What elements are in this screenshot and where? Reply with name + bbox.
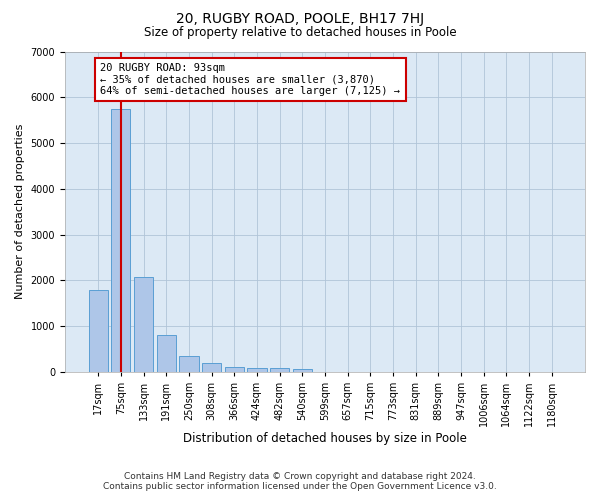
- X-axis label: Distribution of detached houses by size in Poole: Distribution of detached houses by size …: [183, 432, 467, 445]
- Bar: [134, 276, 153, 372]
- Bar: [224, 366, 244, 372]
- Y-axis label: Number of detached properties: Number of detached properties: [15, 124, 25, 300]
- Text: 20 RUGBY ROAD: 93sqm
← 35% of detached houses are smaller (3,870)
64% of semi-de: 20 RUGBY ROAD: 93sqm ← 35% of detached h…: [100, 63, 400, 96]
- Text: 20, RUGBY ROAD, POOLE, BH17 7HJ: 20, RUGBY ROAD, POOLE, BH17 7HJ: [176, 12, 424, 26]
- Text: Size of property relative to detached houses in Poole: Size of property relative to detached ho…: [143, 26, 457, 39]
- Bar: [202, 363, 221, 372]
- Text: Contains HM Land Registry data © Crown copyright and database right 2024.
Contai: Contains HM Land Registry data © Crown c…: [103, 472, 497, 491]
- Bar: [89, 290, 108, 372]
- Bar: [270, 368, 289, 372]
- Bar: [293, 368, 312, 372]
- Bar: [111, 108, 130, 372]
- Bar: [179, 356, 199, 372]
- Bar: [157, 336, 176, 372]
- Bar: [247, 368, 266, 372]
